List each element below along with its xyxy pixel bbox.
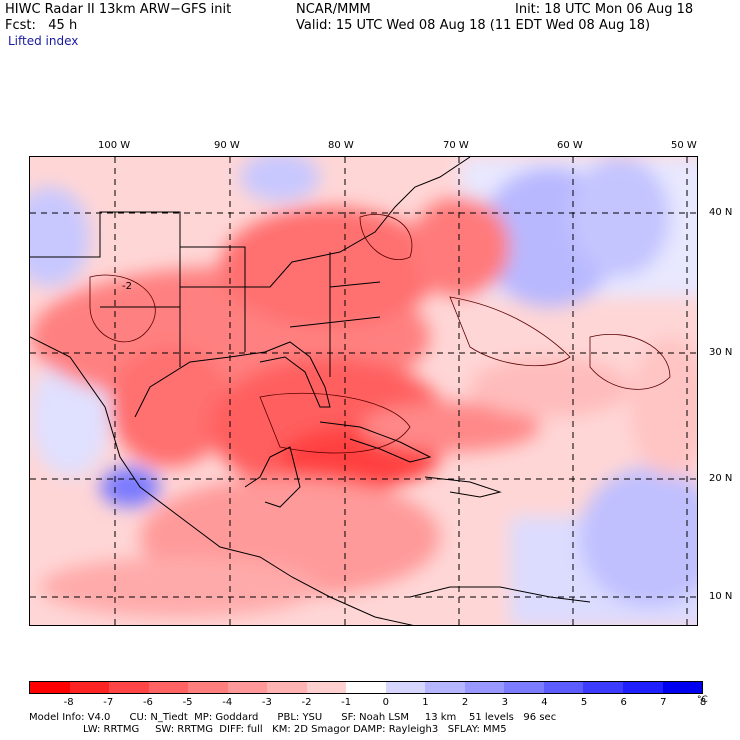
colorbar-unit: °C <box>697 695 708 705</box>
colorbar-tick-label: -6 <box>142 697 153 708</box>
colorbar-swatch <box>464 682 505 693</box>
lon-label-100w: 100 W <box>98 140 131 151</box>
lon-label-90w: 90 W <box>214 140 240 151</box>
colorbar-tick-label: -3 <box>261 697 272 708</box>
colorbar-tick-label: -1 <box>341 697 352 708</box>
field-name: Lifted index <box>8 34 79 48</box>
center-label: NCAR/MMM <box>296 2 371 17</box>
model-info-line2: LW: RRTMG SW: RRTMG DIFF: full KM: 2D Sm… <box>29 724 507 735</box>
colorbar-tick-label: -4 <box>222 697 233 708</box>
colorbar-swatch <box>69 682 110 693</box>
lat-label-30n: 30 N <box>709 347 733 358</box>
model-title: HIWC Radar II 13km ARW−GFS init <box>5 2 232 17</box>
colorbar-tick-label: 0 <box>382 697 389 708</box>
colorbar-swatch <box>30 682 70 693</box>
shading-field <box>30 157 697 625</box>
lon-label-70w: 70 W <box>443 140 469 151</box>
valid-time: Valid: 15 UTC Wed 08 Aug 18 (11 EDT Wed … <box>296 18 651 33</box>
coastlines <box>30 157 591 625</box>
lon-label-50w: 50 W <box>671 140 697 151</box>
contours <box>89 214 671 454</box>
colorbar-swatch <box>188 682 228 693</box>
colorbar <box>29 681 703 694</box>
colorbar-tick-label: -8 <box>63 697 74 708</box>
lat-label-40n: 40 N <box>709 207 733 218</box>
colorbar-swatch <box>543 682 584 693</box>
lon-label-80w: 80 W <box>328 140 354 151</box>
contour-label: -2 <box>122 281 132 292</box>
colorbar-swatch <box>227 682 268 693</box>
colorbar-swatch <box>109 682 149 693</box>
colorbar-tick-label: 4 <box>541 697 548 708</box>
lifted-index-map: -2 <box>29 156 698 626</box>
graticule <box>30 157 697 625</box>
colorbar-tick-label: -7 <box>103 697 114 708</box>
lat-label-10n: 10 N <box>709 591 733 602</box>
map-canvas: -2 <box>30 157 697 625</box>
colorbar-tick-label: -5 <box>182 697 193 708</box>
colorbar-swatch <box>504 682 544 693</box>
colorbar-tick-label: 3 <box>501 697 508 708</box>
colorbar-tick-label: 8 <box>699 697 707 708</box>
colorbar-swatch <box>306 682 347 693</box>
colorbar-swatch <box>622 682 663 693</box>
colorbar-tick-label: 7 <box>660 697 667 708</box>
colorbar-swatch <box>662 682 703 693</box>
colorbar-tick-label: 6 <box>620 697 627 708</box>
lat-label-20n: 20 N <box>709 473 733 484</box>
colorbar-swatch <box>425 682 465 693</box>
colorbar-swatch <box>267 682 307 693</box>
colorbar-swatch <box>583 682 623 693</box>
forecast-hour: Fcst: 45 h <box>5 18 78 33</box>
colorbar-tick-label: -2 <box>301 697 312 708</box>
colorbar-swatch <box>148 682 189 693</box>
init-time: Init: 18 UTC Mon 06 Aug 18 <box>515 2 694 17</box>
model-info-line1: Model Info: V4.0 CU: N_Tiedt MP: Goddard… <box>29 712 557 723</box>
colorbar-swatch <box>346 682 386 693</box>
colorbar-swatch <box>385 682 426 693</box>
colorbar-tick-label: 2 <box>461 697 469 708</box>
colorbar-tick-label: 5 <box>580 697 588 708</box>
lon-label-60w: 60 W <box>557 140 583 151</box>
colorbar-tick-label: 1 <box>422 697 429 708</box>
